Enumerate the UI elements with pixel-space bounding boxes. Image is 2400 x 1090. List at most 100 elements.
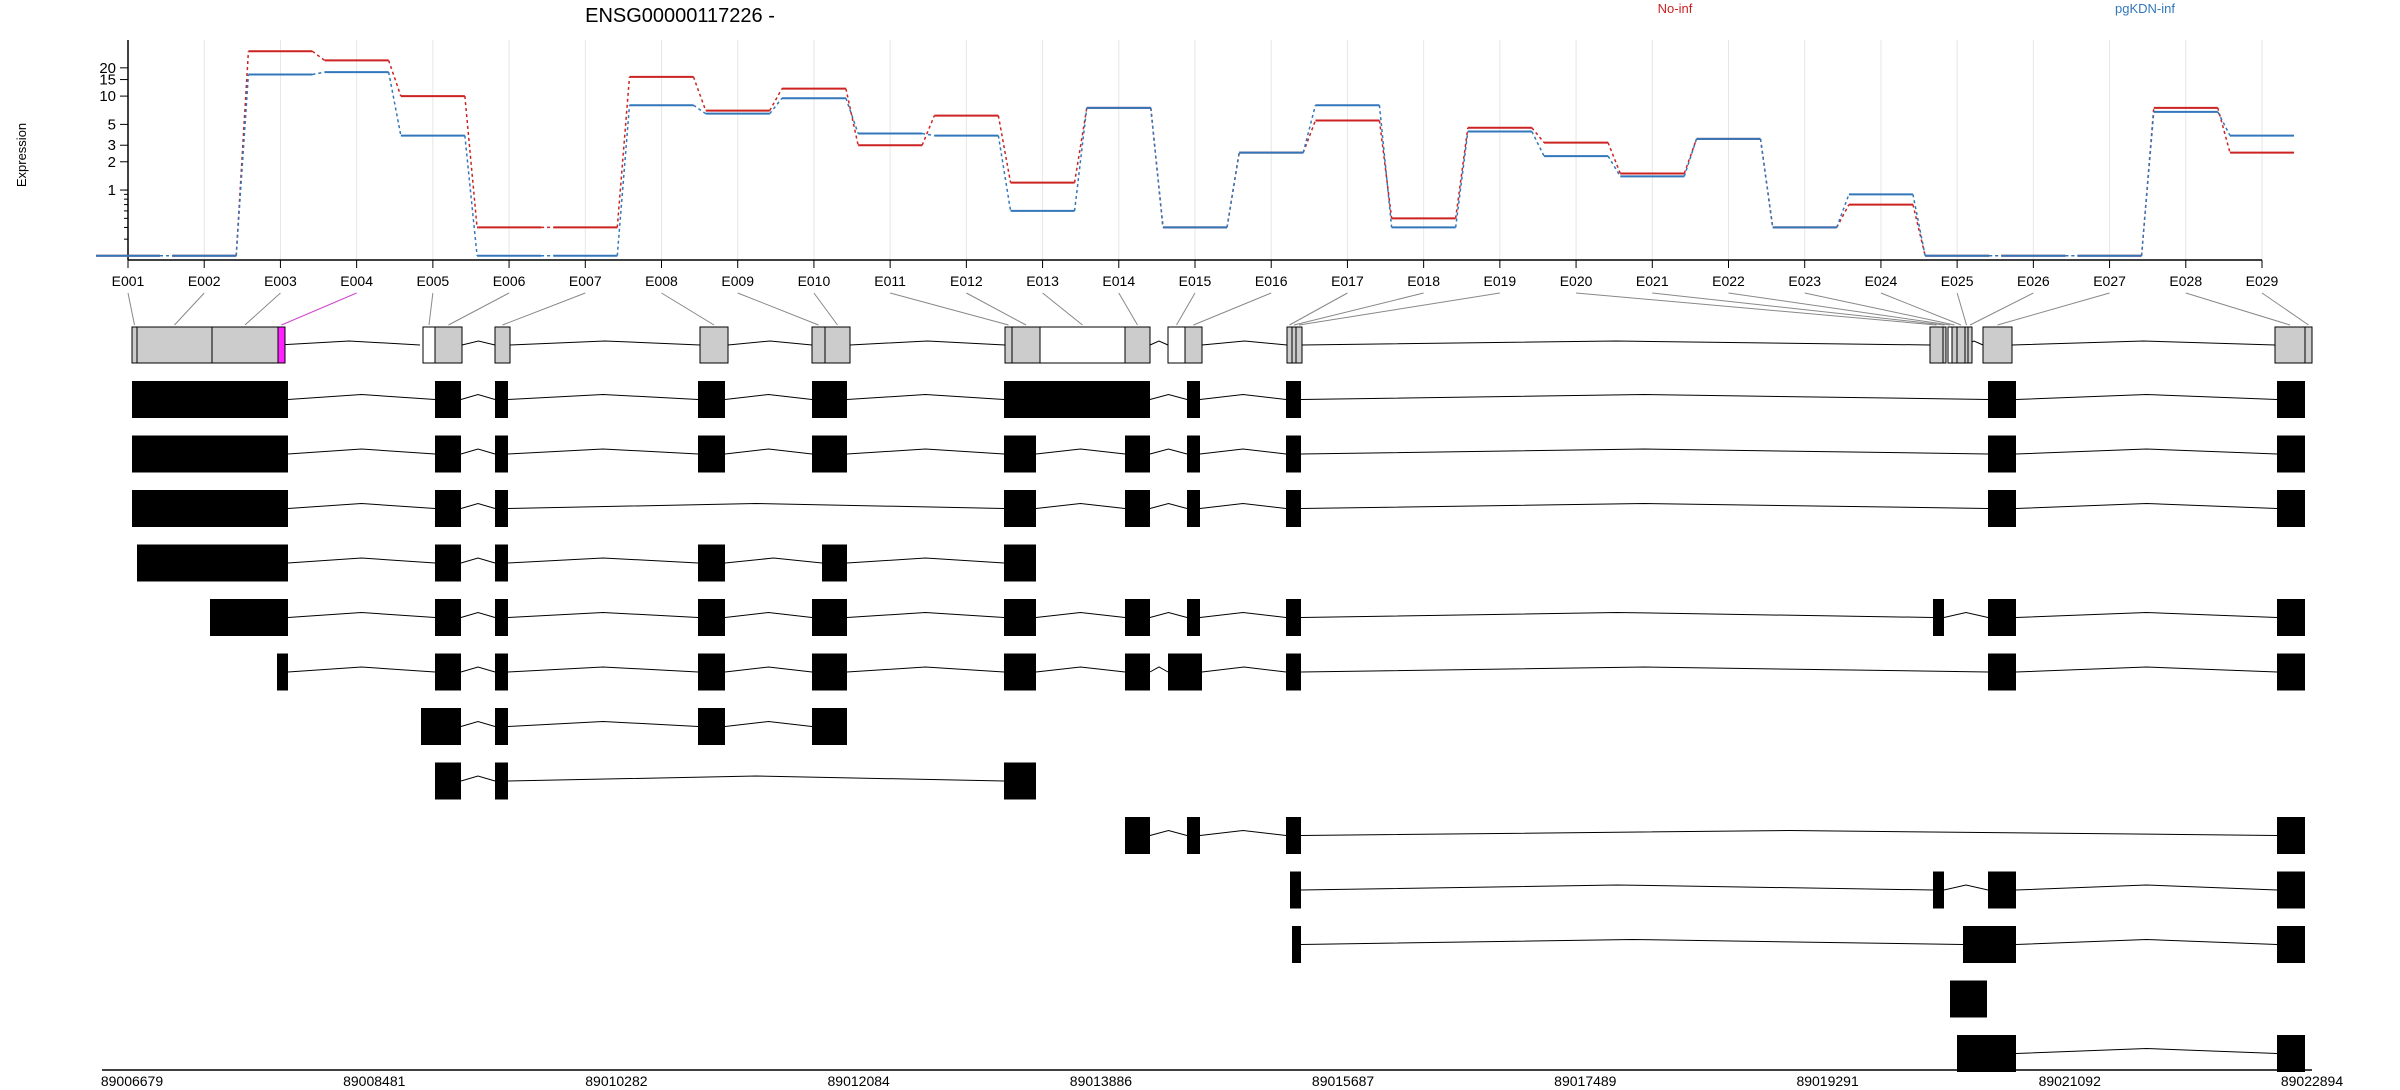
transcript-intron: [507, 611, 699, 618]
transcript-exon: [698, 381, 725, 418]
transcripts: [132, 381, 2305, 1072]
gene-model-intron: [727, 340, 813, 346]
series-connector: [1912, 194, 1926, 256]
legend: No-inf pgKDN-inf: [1658, 1, 2176, 16]
series-connector: [997, 135, 1012, 212]
exon-connector: [1118, 292, 1138, 326]
x-tick-label: E022: [1712, 273, 1745, 289]
transcript-intron: [724, 393, 813, 400]
series-connector: [312, 71, 325, 76]
transcript-exon: [435, 599, 461, 636]
transcript-intron: [507, 775, 1005, 782]
transcript-exon: [1187, 817, 1200, 854]
transcript-intron: [2015, 884, 2278, 891]
transcript-row: [1290, 871, 2305, 909]
transcript-exon: [435, 762, 461, 800]
gene-model-exon: [1004, 326, 1013, 364]
transcript-exon: [435, 490, 461, 527]
transcript-intron: [1300, 502, 1989, 509]
x-tick-label: E009: [721, 273, 754, 289]
transcript-exon: [812, 708, 847, 745]
gene-model-exon: [1947, 326, 1953, 364]
gene-model-exon: [277, 326, 286, 364]
transcript-exon: [2277, 490, 2305, 527]
genomic-tick-label: 89006679: [101, 1073, 164, 1089]
transcript-intron: [460, 611, 496, 618]
x-tick-label: E012: [950, 273, 983, 289]
gene-model-exon: [1967, 326, 1973, 364]
genomic-tick-label: 89022894: [2281, 1073, 2344, 1089]
transcript-exon: [1187, 381, 1200, 418]
x-tick-label: E002: [188, 273, 221, 289]
gene-model-exon: [1286, 326, 1293, 364]
y-tick-label: 10: [99, 88, 116, 105]
transcript-exon: [698, 653, 725, 691]
transcript-exon: [435, 544, 461, 582]
gene-model-intron: [1301, 340, 1931, 346]
exon-connector: [890, 292, 1009, 326]
series-connector: [693, 104, 707, 115]
x-tick-label: E024: [1865, 273, 1898, 289]
transcript-exon: [1988, 653, 2016, 691]
transcript-exon: [435, 381, 461, 418]
exon-connector: [1293, 292, 1424, 326]
transcript-row: [1125, 817, 2305, 854]
grid: [127, 40, 2263, 260]
gene-model-exon: [136, 326, 213, 364]
transcript-intron: [460, 502, 496, 509]
transcript-intron: [2015, 1047, 2278, 1054]
x-tick-label: E020: [1560, 273, 1593, 289]
series-connector: [1302, 120, 1317, 153]
gene-model-exon: [1167, 326, 1186, 364]
exon-connector: [2185, 292, 2291, 326]
exon-connector: [1804, 292, 1955, 326]
transcript-exon: [1004, 653, 1036, 691]
y-tick-label: 5: [108, 116, 116, 133]
transcript-intron: [507, 557, 699, 564]
transcript-exon: [210, 599, 288, 636]
gene-model-exon: [1982, 326, 2013, 364]
transcript-intron: [1300, 884, 1934, 891]
transcript-exon: [2277, 817, 2305, 854]
transcript-intron: [846, 448, 1005, 455]
transcript-intron: [1943, 884, 1989, 891]
series-pgkdn-inf: [95, 71, 2295, 257]
transcript-intron: [846, 666, 1005, 673]
transcript-exon: [1286, 599, 1301, 636]
gene-model-exon: [434, 326, 463, 364]
transcript-exon: [495, 762, 508, 800]
transcript-intron: [1943, 611, 1989, 618]
transcript-exon: [822, 544, 847, 582]
series-connector: [921, 115, 936, 146]
transcript-exon: [1004, 762, 1036, 800]
transcript-exon: [1950, 980, 1987, 1018]
transcript-exon: [137, 544, 288, 582]
transcript-intron: [1149, 829, 1188, 836]
legend-entry-pgkdn-inf: pgKDN-inf: [2115, 1, 2175, 16]
exon-connector: [1289, 292, 1348, 326]
transcript-exon: [1187, 435, 1200, 473]
x-tick-label: E025: [1941, 273, 1974, 289]
transcript-exon: [435, 435, 461, 473]
gene-model-intron: [849, 340, 1006, 346]
transcript-intron: [724, 720, 813, 727]
transcript-exon: [2277, 1035, 2305, 1072]
transcript-intron: [287, 502, 436, 509]
transcript-intron: [460, 775, 496, 782]
gene-model-exon: [131, 326, 138, 364]
transcript-intron: [507, 502, 1005, 509]
exon-connectors: [127, 292, 2309, 326]
transcript-intron: [287, 448, 436, 455]
series-connector: [1912, 204, 1926, 256]
series-connector: [997, 115, 1012, 183]
genomic-axis: 89006679 89008481 89010282 89012084 89013886…: [101, 1069, 2344, 1089]
series-connector: [1531, 127, 1545, 144]
transcript-exon: [1187, 599, 1200, 636]
y-tick-label: 15: [99, 72, 116, 89]
x-tick-label: E013: [1026, 273, 1059, 289]
transcript-exon: [1125, 599, 1150, 636]
transcript-exon: [495, 490, 508, 527]
gene-model-intron: [1149, 340, 1169, 346]
y-tick-label: 20: [99, 60, 116, 77]
